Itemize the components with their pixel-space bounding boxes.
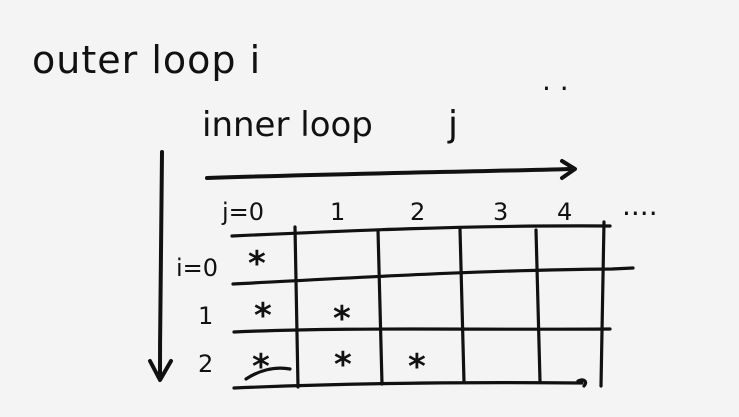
col-label-4: 4 bbox=[557, 198, 572, 226]
svg-text:*: * bbox=[252, 347, 270, 387]
row-label-1: 1 bbox=[198, 302, 213, 330]
grid-line-h-1 bbox=[231, 266, 635, 286]
grid-line-h-2 bbox=[232, 327, 612, 334]
row-labels: i=0 1 2 bbox=[176, 254, 218, 378]
grid-line-v-3 bbox=[534, 228, 542, 383]
outer-loop-label: outer loop i bbox=[32, 38, 261, 82]
col-label-1: 1 bbox=[330, 198, 345, 226]
grid-line-v-4 bbox=[599, 220, 606, 388]
grid-line-v-0 bbox=[293, 225, 300, 389]
top-dots: · · bbox=[542, 72, 569, 105]
mark-1-0: * bbox=[254, 296, 272, 336]
svg-text:*: * bbox=[334, 345, 352, 385]
row-label-0: i=0 bbox=[176, 254, 218, 282]
grid-line-h-0 bbox=[230, 224, 612, 238]
svg-text:*: * bbox=[333, 299, 351, 339]
inner-loop-label: inner loop bbox=[202, 105, 373, 145]
mark-1-1: * bbox=[333, 299, 351, 339]
mark-2-0: * bbox=[244, 347, 292, 387]
grid-line-v-2 bbox=[458, 227, 466, 384]
svg-text:*: * bbox=[248, 244, 266, 284]
grid-line-v-1 bbox=[376, 228, 384, 386]
mark-2-1: * bbox=[334, 345, 352, 385]
col-label-0: j=0 bbox=[221, 198, 264, 226]
col-label-3: 3 bbox=[493, 198, 508, 226]
marks: * * * * * * bbox=[244, 244, 426, 387]
i-arrow bbox=[148, 150, 173, 382]
col-label-2: 2 bbox=[410, 198, 425, 226]
mark-2-2: * bbox=[408, 347, 426, 387]
svg-text:*: * bbox=[408, 347, 426, 387]
right-dots: .... bbox=[622, 189, 658, 222]
column-labels: j=0 1 2 3 4 bbox=[221, 198, 572, 226]
row-label-2: 2 bbox=[198, 350, 213, 378]
j-arrow bbox=[205, 159, 577, 180]
svg-text:*: * bbox=[254, 296, 272, 336]
mark-0-0: * bbox=[248, 244, 266, 284]
grid-line-h-3 bbox=[232, 381, 584, 390]
grid bbox=[230, 220, 635, 390]
inner-loop-var: j bbox=[447, 104, 458, 145]
